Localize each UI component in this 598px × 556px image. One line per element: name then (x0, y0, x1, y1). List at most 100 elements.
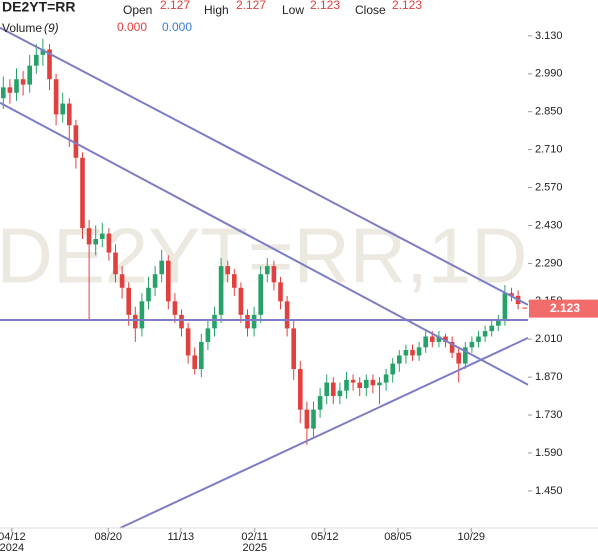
candle-body (225, 266, 231, 275)
candle-body (410, 350, 415, 356)
trend-line (0, 101, 529, 386)
candle (106, 228, 112, 261)
candle-body (436, 336, 442, 342)
candle-body (482, 331, 488, 337)
candle-body (278, 282, 283, 302)
candle (522, 307, 528, 309)
volume-period: (9) (44, 21, 59, 35)
y-tick-label: 2.010 (535, 333, 563, 345)
candle (449, 336, 455, 359)
high-label: High (204, 3, 229, 17)
candle-body (251, 314, 257, 329)
candle-body (126, 287, 132, 315)
y-tick-label: 1.450 (535, 485, 563, 497)
candle-body (231, 274, 237, 288)
candle-body (0, 87, 6, 99)
price-badge-label: 2.123 (550, 301, 580, 315)
candle (489, 320, 495, 337)
candle (264, 257, 270, 283)
candle (132, 306, 138, 342)
candle-body (106, 233, 112, 253)
candle-body (377, 382, 382, 386)
candle-body (218, 266, 224, 315)
candle-body (502, 293, 508, 321)
trend-line (119, 336, 529, 529)
candle (113, 244, 118, 283)
candle (238, 282, 244, 323)
candle-body (271, 266, 277, 283)
candle-body (146, 287, 151, 302)
candle (172, 293, 178, 323)
candle-body (330, 382, 336, 397)
candle (469, 336, 475, 353)
symbol: DE2YT=RR (2, 0, 76, 15)
candle-body (159, 260, 165, 275)
y-tick-label: 2.710 (535, 144, 563, 156)
candle (317, 387, 323, 418)
x-tick-label: 08/05 (384, 531, 412, 543)
candle (126, 282, 132, 326)
candle-body (113, 252, 118, 275)
candle-body (47, 49, 52, 80)
candle (304, 401, 310, 445)
candle-body (33, 54, 39, 66)
candle-body (264, 266, 270, 275)
watermark: DE2YT=RR,1D (0, 212, 528, 300)
y-tick-label: 2.430 (535, 219, 563, 231)
candle-body (317, 396, 323, 410)
candle-body (429, 336, 435, 342)
candle (86, 220, 92, 321)
candle-body (476, 336, 481, 342)
candle-body (423, 336, 429, 348)
x-tick-label: 11/13 (167, 531, 194, 543)
candle (165, 255, 171, 310)
candle (403, 344, 409, 364)
candle (416, 341, 422, 361)
candle (14, 68, 19, 101)
candle (40, 38, 46, 66)
candle (337, 382, 343, 405)
candle (456, 347, 462, 383)
candle-body (66, 103, 72, 126)
year-label: 2025 (243, 542, 267, 554)
open-label: Open (123, 3, 152, 17)
candle-body (86, 228, 92, 245)
candle (423, 331, 429, 353)
candle (291, 320, 297, 380)
candle (159, 249, 165, 283)
candle-body (357, 382, 363, 388)
candle-body (205, 328, 211, 342)
candle-body (93, 239, 99, 245)
y-tick-label: 3.130 (535, 30, 563, 42)
candle (20, 71, 26, 96)
candle (350, 374, 356, 391)
candle-body (152, 274, 158, 288)
candle (436, 331, 442, 348)
candle (27, 54, 33, 93)
candle (482, 325, 488, 342)
candle (251, 306, 257, 337)
y-tick-label: 2.990 (535, 68, 563, 80)
candle-body (119, 274, 125, 288)
high-value: 2.127 (236, 0, 266, 12)
y-tick-label: 2.290 (535, 257, 563, 269)
open-value: 2.127 (160, 0, 190, 12)
candle-body (14, 79, 19, 93)
trend-line (0, 26, 529, 306)
candle-body (132, 314, 138, 329)
x-tick-label: 05/12 (311, 531, 339, 543)
candle-body (53, 79, 59, 115)
candle (462, 341, 468, 370)
plot-area (0, 26, 529, 529)
candle (231, 268, 237, 296)
candle (93, 225, 99, 256)
candle (390, 358, 396, 383)
candle-body (212, 314, 217, 329)
candle-body (80, 157, 85, 229)
candle (185, 322, 191, 364)
x-tick-label: 10/29 (457, 531, 485, 543)
candle (410, 344, 415, 361)
candle (99, 222, 105, 248)
candle (297, 360, 303, 424)
